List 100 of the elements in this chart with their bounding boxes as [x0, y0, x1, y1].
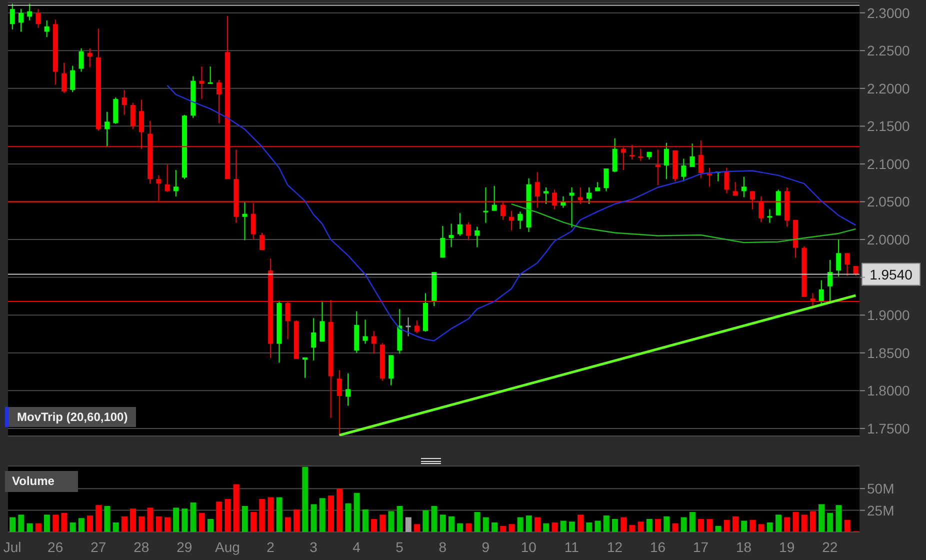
- bar: [422, 510, 429, 532]
- bar: [664, 516, 670, 532]
- candlestick: [767, 208, 772, 224]
- candlestick: [741, 176, 746, 198]
- y-tick-label: 1.8500: [867, 344, 910, 361]
- y-tick-label: 2.0000: [867, 231, 910, 248]
- text: Volume: [5, 471, 78, 492]
- bar: [724, 520, 730, 532]
- bar: [457, 523, 464, 532]
- candlestick: [466, 222, 472, 241]
- y-tick-label: 1.7500: [867, 420, 910, 436]
- y-tick-label: 1.8000: [867, 382, 910, 399]
- candlestick: [492, 185, 497, 212]
- bar: [680, 517, 687, 532]
- bar: [26, 523, 33, 532]
- x-tick-label: 4: [352, 539, 361, 555]
- bar: [380, 514, 386, 532]
- candlestick: [604, 168, 609, 192]
- candlestick: [18, 8, 24, 32]
- bar: [336, 488, 343, 532]
- bar: [784, 517, 790, 532]
- bar: [801, 514, 808, 532]
- bar: [491, 522, 498, 532]
- x-tick-label: 3: [310, 539, 318, 555]
- y-tick-label: 2.2000: [867, 80, 910, 96]
- x-tick-label: 8: [438, 539, 447, 555]
- bar: [182, 508, 188, 532]
- bar: [508, 524, 515, 532]
- candlestick: [311, 318, 316, 361]
- candlestick: [371, 330, 376, 354]
- bar: [552, 522, 558, 532]
- bar: [130, 508, 136, 532]
- x-tick-label: 12: [606, 539, 623, 555]
- bar: [578, 514, 584, 532]
- bar: [388, 511, 394, 532]
- bar: [620, 517, 627, 532]
- bar: [827, 512, 834, 532]
- bar: [121, 516, 128, 532]
- candlestick: [543, 186, 548, 205]
- candlestick: [259, 232, 264, 251]
- candlestick: [362, 319, 368, 344]
- candlestick: [36, 8, 41, 28]
- bar: [268, 497, 274, 532]
- x-tick-label: 16: [650, 539, 666, 555]
- candlestick: [78, 48, 84, 72]
- bar: [216, 502, 222, 532]
- candlestick: [818, 280, 824, 306]
- bar: [612, 518, 618, 532]
- ref-line-label: 1.9540: [870, 266, 913, 282]
- bar: [302, 466, 308, 532]
- candlestick: [10, 3, 15, 30]
- candlestick: [27, 3, 32, 21]
- candlestick: [664, 142, 669, 180]
- bar: [758, 524, 764, 532]
- bar: [147, 508, 154, 532]
- bar: [766, 522, 773, 532]
- bar: [560, 520, 566, 532]
- candlestick: [638, 148, 644, 162]
- bar: [448, 516, 454, 532]
- bar: [284, 517, 291, 532]
- bar: [362, 509, 368, 532]
- bar: [715, 526, 722, 532]
- bar: [586, 522, 592, 532]
- candlestick: [586, 186, 592, 205]
- bar: [173, 508, 180, 532]
- bar: [52, 514, 59, 532]
- bar: [70, 522, 76, 532]
- candlestick: [690, 143, 695, 168]
- candlestick: [724, 167, 730, 194]
- candlestick: [827, 259, 832, 302]
- candlestick: [706, 167, 712, 188]
- bar: [775, 514, 782, 532]
- bar: [750, 520, 756, 532]
- bar: [233, 484, 240, 532]
- bar: [517, 517, 524, 532]
- bar: [354, 492, 360, 532]
- candlestick: [836, 239, 842, 278]
- x-tick-label: 27: [90, 539, 106, 555]
- candlestick: [440, 225, 446, 258]
- bar: [276, 497, 282, 532]
- bar: [706, 518, 713, 532]
- candlestick: [164, 164, 170, 192]
- x-tick-label: 28: [134, 539, 150, 555]
- candlestick: [844, 252, 850, 276]
- candlestick: [655, 149, 660, 186]
- bar: [482, 517, 489, 532]
- bar: [466, 523, 472, 532]
- candlestick: [474, 226, 480, 248]
- bar: [18, 514, 24, 532]
- bar: [474, 512, 480, 532]
- line-series: [510, 203, 856, 244]
- bar: [405, 517, 412, 532]
- y-tick-label: 2.3000: [867, 4, 910, 21]
- bar: [156, 516, 162, 532]
- x-tick-label: 26: [48, 539, 64, 555]
- bar: [96, 505, 102, 532]
- bar: [646, 518, 652, 532]
- bar: [431, 506, 438, 532]
- y-tick-label: 2.2500: [867, 42, 910, 59]
- x-tick-label: 18: [736, 539, 752, 555]
